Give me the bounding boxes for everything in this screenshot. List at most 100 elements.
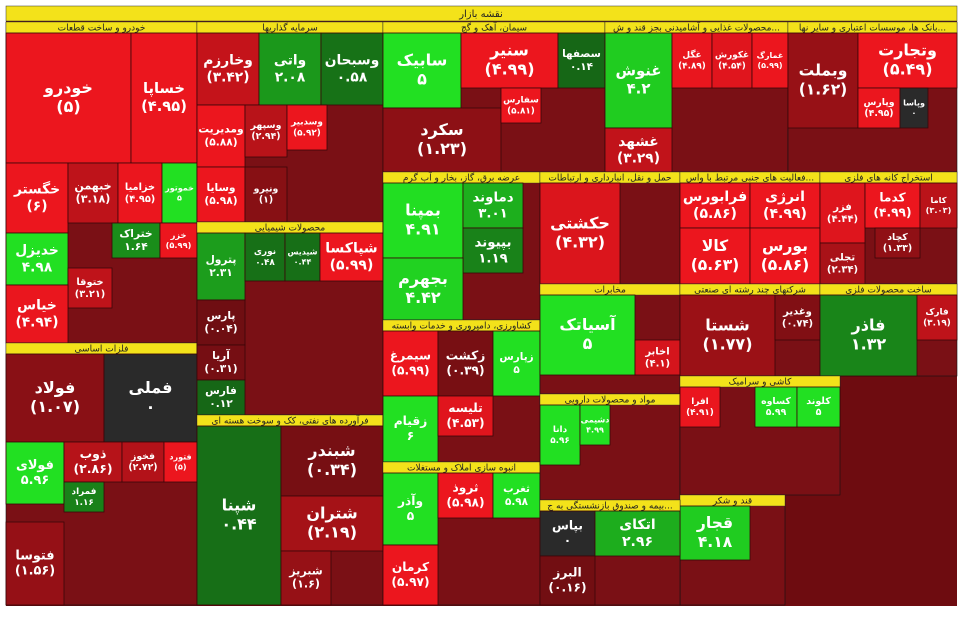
tile-value: (۶): [27, 198, 48, 214]
tile-name: کاما: [930, 195, 946, 205]
tile-name: کالا: [702, 237, 729, 255]
tile-name: وپاسا: [903, 99, 925, 108]
sector-name: عرضه برق، گاز، بخار و آب گرم: [403, 172, 520, 184]
tile-name: ثغرب: [503, 483, 530, 495]
tile-value: (۱): [259, 195, 273, 206]
tile-value: (۲.۱۹): [307, 523, 357, 542]
tile-value: (۵.۸۶): [693, 206, 737, 222]
tile-value: ۰: [564, 533, 571, 547]
tile: [500, 87, 542, 124]
tile-name: البرز: [552, 566, 581, 580]
tile-value: (۳.۱۸): [76, 193, 111, 206]
tile-value: (۵.۹۹): [166, 240, 192, 250]
tile: [819, 242, 866, 285]
tile: [382, 32, 462, 109]
tile-name: ختوقا: [76, 277, 103, 288]
tile: [5, 284, 69, 344]
tile-name: وسایا: [206, 181, 235, 194]
tile: [539, 555, 596, 606]
tile-value: (۰.۳۴): [307, 460, 357, 479]
tile: [492, 330, 541, 397]
tile-name: شستا: [705, 315, 750, 334]
tile: [196, 166, 246, 223]
sector-name: بانک ها، موسسات اعتباری و سایر نها...: [799, 24, 946, 34]
tile-value: (۴.۹۹): [485, 60, 535, 79]
sector-name: فرآورده های نفتی، کک و سوخت هسته ای: [211, 415, 368, 427]
tile-value: (۱.۶۲): [799, 80, 848, 98]
tile-name: خدیزل: [15, 243, 59, 259]
tile-value: (۵.۹۷): [391, 575, 429, 589]
tile-value: (۵.۸۸): [204, 135, 237, 148]
tile: [634, 339, 681, 376]
tile-value: ۵: [513, 364, 520, 376]
tile-value: (۴.۹۵): [125, 194, 156, 205]
tile-name: فولای: [16, 458, 54, 473]
tile: [5, 162, 69, 234]
tile-value: (۵.۹۹): [758, 61, 783, 70]
tile-value: (۲.۷۲): [128, 462, 157, 473]
tile-name: دماوند: [472, 191, 513, 206]
tile: [63, 441, 123, 483]
tile-name: سصفها: [562, 48, 601, 60]
tile-name: سکرد: [420, 120, 463, 139]
tile: [163, 441, 198, 483]
tile-name: زپارس: [499, 351, 533, 363]
tile-value: (۴.۱): [645, 359, 670, 370]
tile: [382, 395, 439, 463]
tile-value: (۲.۸۶): [73, 461, 112, 476]
tile-name: وخارزم: [203, 53, 253, 69]
tile-name: خساپا: [143, 80, 185, 97]
tile: [462, 227, 524, 274]
tile-value: (۱.۲۳): [417, 139, 467, 158]
tile-value: (۳.۰۳): [926, 205, 952, 215]
tile-name: بورس: [762, 237, 808, 255]
tile: [280, 550, 332, 606]
sector-name: شرکتهای چند رشته ای صنعتی: [694, 286, 806, 296]
sector-name: بیمه و صندوق بازنشستگی به ج...: [547, 500, 672, 512]
tile-value: (۵.۶۳): [691, 256, 740, 274]
tile-name: انرژی: [765, 189, 805, 205]
tile: [864, 182, 921, 229]
tile-value: ۴.۲: [627, 79, 651, 97]
tile-value: (۴.۳۲): [555, 233, 605, 252]
tile: [382, 107, 502, 173]
tile: [671, 32, 713, 89]
tile-name: افرا: [691, 397, 708, 407]
tile: [196, 299, 246, 346]
tile-value: ۲.۹۶: [622, 534, 653, 550]
tile: [382, 544, 439, 606]
tile-value: ۵.۹۸: [505, 496, 529, 508]
tile-name: فملی: [129, 378, 173, 397]
tile-value: (۳.۲۹): [617, 150, 660, 166]
sector-name: محصولات شیمیایی: [255, 224, 326, 234]
tile-value: ۵.۹۶: [21, 473, 49, 488]
tile-value: (۱.۵۶): [15, 564, 55, 579]
tile: [579, 404, 611, 446]
tile-name: ومدیریت: [198, 123, 243, 136]
sector-name: فلزات اساسی: [75, 345, 129, 355]
tile: [244, 232, 286, 282]
tile-name: کرمان: [392, 560, 430, 574]
tile-value: (۴.۹۱): [686, 408, 714, 418]
title-bar: [5, 5, 958, 22]
tile-name: فارک: [925, 308, 949, 318]
tile-name: فزر: [832, 202, 852, 213]
tile-value: ۰: [146, 397, 156, 416]
tile-name: اخابر: [644, 347, 669, 358]
tile-value: ۲.۳۱: [209, 266, 233, 279]
tile-name: آسیاتک: [559, 314, 616, 334]
tile-name: کلوند: [806, 396, 831, 407]
tile: [754, 386, 798, 428]
tile-name: کچاد: [887, 232, 908, 243]
tile: [916, 294, 958, 341]
tile-value: ۰: [912, 108, 917, 117]
tile-name: واتی: [274, 53, 306, 69]
tile-value: (۱.۶): [292, 578, 320, 591]
tile-value: ۱.۱۶: [74, 498, 94, 508]
tile: [320, 32, 384, 106]
tile-value: ۲.۰۸: [275, 69, 306, 85]
tile-name: فولاد: [35, 378, 76, 397]
tile: [319, 232, 384, 282]
tile-name: حکشتی: [550, 213, 610, 232]
